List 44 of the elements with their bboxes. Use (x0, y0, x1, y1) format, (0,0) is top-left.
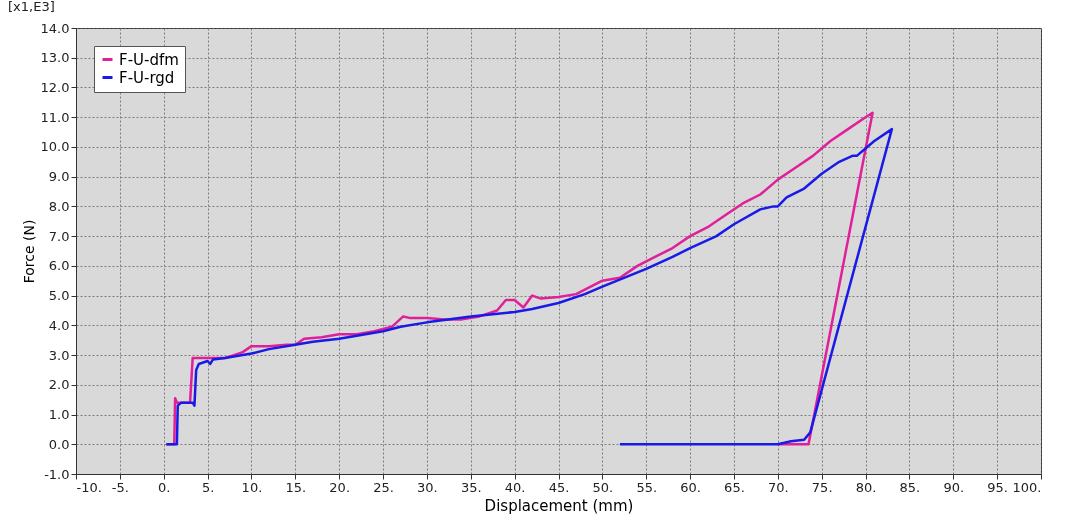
y-tick-label: 13.0 (40, 50, 70, 66)
x-tick-label: 30. (417, 479, 438, 495)
x-tick-label: 20. (329, 479, 351, 495)
y-tick-label: 1.0 (48, 407, 70, 423)
x-tick-label: -5. (111, 479, 129, 495)
x-tick-label: 35. (460, 479, 482, 495)
x-tick-label: 45. (548, 479, 570, 495)
y-tick-label: 0.0 (48, 436, 70, 452)
y-axis-title: Force (N) (20, 219, 37, 284)
y-tick-label: 5.0 (48, 288, 70, 304)
x-tick-label: 0. (158, 479, 171, 495)
x-tick-label: 10. (241, 479, 263, 495)
y-tick-label: 12.0 (40, 79, 70, 95)
y-tick-label: 10.0 (40, 139, 70, 155)
x-tick-label: 50. (592, 479, 614, 495)
legend-label: F-U-dfm (119, 50, 179, 69)
y-tick-label: 8.0 (48, 198, 70, 214)
y-tick-label: 9.0 (48, 169, 70, 185)
x-tick-label: 90. (943, 479, 965, 495)
x-tick-label: -10. (76, 479, 102, 495)
x-tick-label: 100. (1012, 479, 1042, 495)
y-tick-label: 14.0 (40, 20, 70, 36)
text: [x1,E3] (8, 0, 55, 14)
y-tick-label: 2.0 (48, 377, 70, 393)
x-tick-label: 15. (285, 479, 307, 495)
x-tick-label: 25. (373, 479, 394, 495)
x-tick-label: 40. (504, 479, 526, 495)
y-tick-label: 4.0 (48, 317, 70, 333)
y-tick-label: 6.0 (48, 258, 70, 274)
x-tick-label: 75. (811, 479, 833, 495)
x-tick-label: 80. (855, 479, 877, 495)
x-tick-label: 85. (899, 479, 921, 495)
y-tick-label: 3.0 (48, 347, 70, 363)
x-tick-label: 55. (636, 479, 658, 495)
x-tick-label: 65. (724, 479, 745, 495)
x-tick-label: 70. (767, 479, 789, 495)
x-axis-title: Displacement (mm) (484, 496, 634, 515)
y-tick-label: -1.0 (44, 466, 70, 482)
x-tick-label: 95. (987, 479, 1008, 495)
legend-label: F-U-rgd (119, 68, 175, 87)
y-tick-label: 11.0 (40, 109, 70, 125)
y-tick-label: 7.0 (48, 228, 70, 244)
x-tick-label: 60. (680, 479, 701, 495)
x-tick-label: 5. (201, 479, 215, 495)
